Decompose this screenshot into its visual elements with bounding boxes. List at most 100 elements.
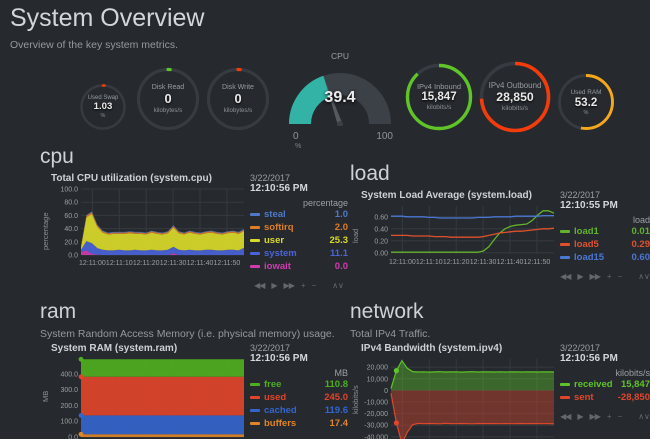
gauge-unit: kilobytes/s bbox=[223, 107, 253, 115]
legend-series-value: 17.4 bbox=[329, 418, 349, 429]
gauge-ring bbox=[136, 67, 200, 131]
zoom-out-button[interactable]: − bbox=[617, 272, 623, 281]
cpu-gauge-pivot bbox=[337, 121, 343, 127]
gauge-disk-write[interactable]: Disk Write 0 kilobytes/s bbox=[206, 67, 270, 131]
load-legend: load1 0.01 load5 0.29 load15 0.60 bbox=[560, 225, 650, 264]
ram-chart[interactable]: 12:11:0012:11:1012:11:2012:11:3012:11:40… bbox=[51, 355, 247, 439]
legend-swatch bbox=[250, 265, 260, 268]
legend-swatch bbox=[250, 422, 260, 425]
cpu-gauge[interactable]: CPU 39.4 0 100 % bbox=[275, 51, 405, 153]
legend-item-used[interactable]: used 245.0 bbox=[250, 391, 348, 404]
pan-forward-button[interactable]: ▶▶ bbox=[283, 281, 295, 290]
legend-item-user[interactable]: user 25.3 bbox=[250, 234, 348, 247]
legend-series-name: sent bbox=[574, 392, 594, 403]
gauge-value-arc bbox=[558, 74, 614, 130]
legend-series-name: user bbox=[264, 235, 285, 246]
legend-series-name: load15 bbox=[574, 252, 605, 263]
legend-item-steal[interactable]: steal 1.0 bbox=[250, 208, 348, 221]
legend-item-system[interactable]: system 11.1 bbox=[250, 247, 348, 260]
cpu-chart[interactable]: 12:11:00 12:11:10 12:11:20 12:11:30 12:11:40… bbox=[51, 185, 247, 267]
load-plot-column: System Load Average (system.load) 12:11:… bbox=[361, 190, 557, 281]
pan-backward-button[interactable]: ◀◀ bbox=[254, 281, 265, 290]
y-tick-label: -30,000 bbox=[364, 423, 388, 430]
gauge-text: Used Swap 1.03% bbox=[79, 83, 127, 131]
cpu-y-axis-label: percentage bbox=[41, 212, 50, 251]
gauge-used-swap[interactable]: Used Swap 1.03% bbox=[79, 83, 127, 131]
legend-item-free[interactable]: free 110.8 bbox=[250, 378, 348, 391]
legend-swatch bbox=[250, 409, 260, 412]
y-tick-label: 0.60 bbox=[374, 214, 388, 221]
panel-load: load load System Load Average (system.lo… bbox=[350, 162, 650, 290]
cpu-gauge-label: CPU bbox=[331, 51, 349, 61]
network-y-axis-label: kilobits/s bbox=[351, 385, 360, 415]
y-tick-label: 60.0 bbox=[64, 213, 78, 220]
pan-forward-button[interactable]: ▶▶ bbox=[589, 412, 601, 421]
panels-grid: cpu percentage Total CPU utilization (sy… bbox=[0, 145, 650, 439]
legend-item-load1[interactable]: load1 0.01 bbox=[560, 225, 650, 238]
gauge-label: Used Swap bbox=[87, 94, 119, 101]
series-dot bbox=[78, 413, 84, 418]
play-button[interactable]: ▶ bbox=[577, 272, 583, 281]
zoom-out-button[interactable]: − bbox=[617, 412, 623, 421]
legend-swatch bbox=[560, 383, 570, 386]
x-tick-label: 12:11:00 bbox=[389, 259, 416, 266]
resize-handle[interactable]: ∧∨ bbox=[638, 272, 650, 281]
ram-legend-column: 3/22/2017 12:10:56 PM MB free 110.8 used 24… bbox=[247, 343, 348, 439]
zoom-in-button[interactable]: + bbox=[300, 281, 306, 290]
series-user bbox=[81, 214, 244, 251]
legend-swatch bbox=[250, 226, 260, 229]
play-button[interactable]: ▶ bbox=[271, 281, 277, 290]
gauge-text: IPv4 Inbound 15,847 kilobits/s bbox=[405, 63, 473, 131]
resize-handle[interactable]: ∧∨ bbox=[332, 281, 344, 290]
ram-chart-row: MB System RAM (system.ram) 12:11:0012:11… bbox=[40, 343, 348, 439]
legend-item-buffers[interactable]: buffers 17.4 bbox=[250, 417, 348, 430]
network-description: Total IPv4 Traffic. bbox=[350, 328, 431, 340]
legend-item-received[interactable]: received 15,847 bbox=[560, 378, 650, 391]
legend-swatch bbox=[560, 243, 570, 246]
load-legend-column: 3/22/2017 12:10:55 PM load load1 0.01 load… bbox=[557, 190, 650, 281]
y-tick-label: 0 bbox=[384, 388, 388, 395]
pan-backward-button[interactable]: ◀◀ bbox=[560, 412, 571, 421]
legend-series-value: 15,847 bbox=[620, 379, 650, 390]
legend-swatch bbox=[560, 396, 570, 399]
gauge-ipv4-outbound[interactable]: IPv4 Outbound 28,850 kilobits/s bbox=[479, 61, 551, 133]
legend-item-sent[interactable]: sent -28,850 bbox=[560, 391, 650, 404]
cpu-gauge-min: 0 bbox=[293, 131, 299, 142]
play-button[interactable]: ▶ bbox=[577, 412, 583, 421]
load-chart[interactable]: 12:11:00 12:11:10 12:11:20 12:11:30 12:11:40… bbox=[361, 202, 557, 266]
cpu-gauge-scale: 0 100 % bbox=[275, 131, 405, 153]
zoom-in-button[interactable]: + bbox=[606, 272, 612, 281]
gauge-value-arc bbox=[405, 63, 473, 131]
gauge-value: 0 bbox=[164, 91, 172, 107]
legend-item-iowait[interactable]: iowait 0.0 bbox=[250, 260, 348, 273]
legend-series-value: 110.8 bbox=[324, 379, 348, 390]
legend-item-cached[interactable]: cached 119.6 bbox=[250, 404, 348, 417]
x-tick-label: 12:11:00 bbox=[79, 260, 106, 267]
zoom-out-button[interactable]: − bbox=[311, 281, 317, 290]
zoom-in-button[interactable]: + bbox=[606, 412, 612, 421]
gauge-ring bbox=[558, 74, 614, 130]
pan-forward-button[interactable]: ▶▶ bbox=[589, 272, 601, 281]
legend-item-softirq[interactable]: softirq 2.0 bbox=[250, 221, 348, 234]
panel-network: network Total IPv4 Traffic. kilobits/s I… bbox=[350, 300, 650, 439]
legend-item-load5[interactable]: load5 0.29 bbox=[560, 238, 650, 251]
load-y-axis-label: load bbox=[351, 228, 360, 243]
x-tick-label: 12:11:10 bbox=[106, 260, 133, 267]
y-tick-label: -10,000 bbox=[364, 400, 388, 407]
gauge-disk-read[interactable]: Disk Read 0 kilobytes/s bbox=[136, 67, 200, 131]
panel-heading-cpu: cpu bbox=[40, 145, 74, 168]
resize-handle[interactable]: ∧∨ bbox=[638, 412, 650, 421]
legend-item-load15[interactable]: load15 0.60 bbox=[560, 251, 650, 264]
network-chart[interactable]: 12:11:0012:11:1012:11:2012:11:3012:11:40… bbox=[361, 355, 557, 439]
x-tick-label: 12:11:40 bbox=[187, 260, 214, 267]
series-received bbox=[390, 359, 555, 389]
gauge-text: IPv4 Outbound 28,850 kilobits/s bbox=[479, 61, 551, 133]
series-load1 bbox=[391, 210, 555, 253]
legend-series-name: received bbox=[574, 379, 613, 390]
gauge-ipv4-inbound[interactable]: IPv4 Inbound 15,847 kilobits/s bbox=[405, 63, 473, 131]
pan-backward-button[interactable]: ◀◀ bbox=[560, 272, 571, 281]
ram-plot-column: System RAM (system.ram) 12:11:0012:11:10… bbox=[51, 343, 247, 439]
load-legend-unit: load bbox=[632, 215, 650, 225]
gauge-used-ram[interactable]: Used RAM 53.2% bbox=[557, 73, 615, 131]
